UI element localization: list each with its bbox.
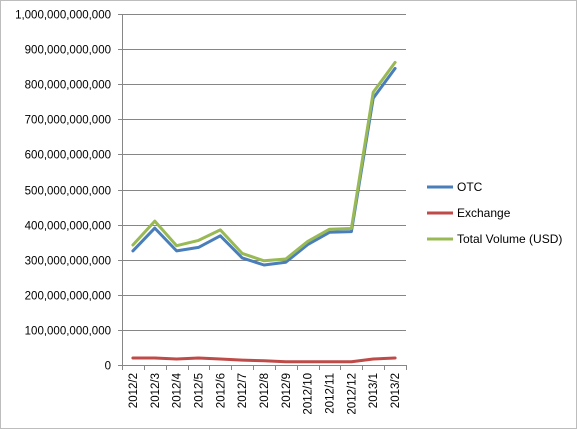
y-axis-tick-labels: 0 100,000,000,000 200,000,000,000 300,000,0…	[15, 10, 111, 373]
y-tick-label: 600,000,000,000	[25, 150, 111, 162]
x-tick-label: 2012/6	[215, 373, 227, 408]
x-tick-label: 2012/10	[303, 373, 315, 415]
y-tick-label: 200,000,000,000	[25, 291, 111, 303]
x-tick-label: 2012/3	[150, 373, 162, 408]
series-line-exchange	[131, 356, 397, 364]
series-line-otc	[131, 66, 397, 267]
x-tick-label: 2013/2	[390, 373, 402, 408]
y-tick-label: 100,000,000,000	[25, 326, 111, 338]
axes	[118, 14, 407, 370]
series-lines	[131, 60, 397, 364]
y-tick-label: 900,000,000,000	[25, 45, 111, 57]
y-tick-label: 500,000,000,000	[25, 186, 111, 198]
x-tick-label: 2012/8	[259, 373, 271, 408]
legend-label-total-volume-usd: Total Volume (USD)	[457, 232, 562, 246]
y-tick-label: 1,000,000,000,000	[15, 10, 111, 22]
x-tick-label: 2012/7	[237, 373, 249, 408]
legend-label-otc: OTC	[457, 180, 483, 194]
x-axis-tick-labels: 2012/2 2012/3 2012/4 2012/5 2012/6 2012/7 2012…	[128, 372, 402, 414]
legend-label-exchange: Exchange	[457, 206, 511, 220]
x-tick-label: 2012/11	[325, 373, 337, 414]
y-tick-label: 800,000,000,000	[25, 80, 111, 92]
x-tick-label: 2012/12	[346, 373, 358, 415]
x-tick-label: 2012/2	[128, 373, 140, 408]
x-tick-label: 2013/1	[368, 373, 380, 408]
gridlines	[122, 14, 406, 331]
x-tick-label: 2012/9	[281, 373, 293, 408]
y-tick-label: 300,000,000,000	[25, 256, 111, 268]
y-tick-label: 700,000,000,000	[25, 115, 111, 127]
y-tick-label: 400,000,000,000	[25, 221, 111, 233]
x-tick-label: 2012/5	[193, 373, 205, 408]
y-tick-label: 0	[105, 361, 111, 373]
legend: OTC Exchange Total Volume (USD)	[427, 180, 562, 246]
series-line-total-volume-usd	[131, 60, 397, 263]
x-tick-label: 2012/4	[172, 372, 184, 408]
